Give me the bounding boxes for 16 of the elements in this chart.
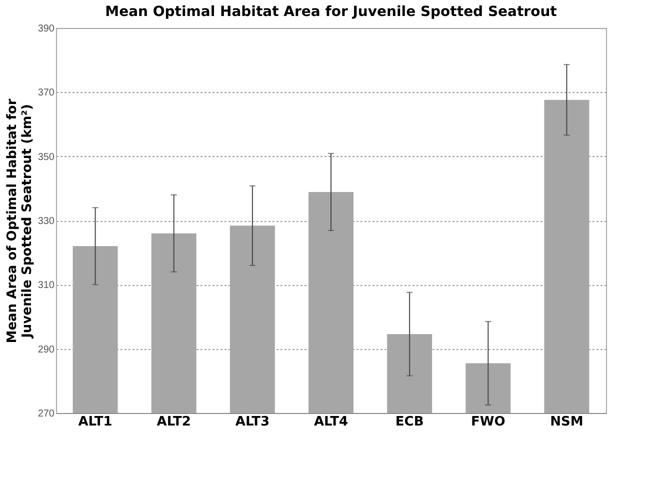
y-tick-label: 330: [38, 216, 55, 227]
x-tick-label: ALT4: [314, 414, 348, 430]
y-tick-label: 310: [38, 280, 55, 292]
x-tick-label: NSM: [550, 414, 584, 430]
chart-title: Mean Optimal Habitat Area for Juvenile Spotted Seatrout: [105, 4, 558, 20]
y-tick-label: 290: [38, 344, 55, 356]
x-tick-label: ALT3: [235, 414, 270, 430]
x-tick-label: FWO: [471, 414, 506, 430]
x-tick-label: ALT1: [78, 414, 112, 430]
x-tick-label: ALT2: [156, 414, 191, 430]
y-tick-label: 270: [38, 408, 55, 420]
y-tick-label: 350: [38, 152, 55, 163]
x-tick-label: ECB: [395, 414, 424, 430]
y-tick-label: 370: [38, 88, 55, 99]
y-tick-label: 390: [38, 24, 55, 34]
y-axis-title: Mean Area of Optimal Habitat for Juvenile Spotted Seatrout (km²): [4, 98, 35, 344]
